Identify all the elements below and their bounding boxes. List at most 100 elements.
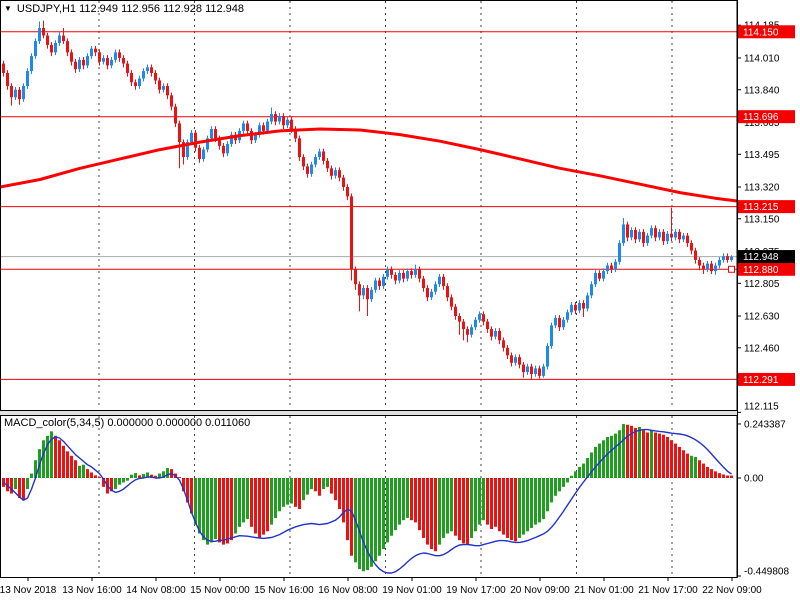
time-axis-label: 22 Nov 09:00 xyxy=(702,585,762,596)
macd-bar xyxy=(406,478,409,518)
candle-body xyxy=(354,269,357,285)
price-tick-label: 112.630 xyxy=(744,312,780,323)
macd-bar xyxy=(618,430,621,478)
macd-bar xyxy=(178,477,181,479)
candle-body xyxy=(350,196,353,270)
candle-body xyxy=(98,52,101,62)
candle-body xyxy=(38,28,41,42)
time-axis-label: 13 Nov 2018 xyxy=(0,585,57,596)
candle-body xyxy=(538,368,541,376)
macd-bar xyxy=(74,460,77,478)
macd-bar xyxy=(602,440,605,478)
level-badge[interactable] xyxy=(738,200,795,214)
candle-body xyxy=(102,57,105,62)
macd-bar xyxy=(466,478,469,545)
candle-body xyxy=(522,364,525,373)
candle-body xyxy=(546,345,549,367)
symbol-ohlc-label: ▼ USDJPY,H1 112.949 112.956 112.928 112.9… xyxy=(4,3,244,15)
candle-body xyxy=(614,261,617,270)
macd-bar xyxy=(434,478,437,552)
macd-bar xyxy=(570,475,573,478)
time-axis-label: 15 Nov 16:00 xyxy=(254,585,314,596)
price-tick-label: 112.805 xyxy=(744,279,780,290)
macd-bar xyxy=(710,469,713,478)
macd-bar xyxy=(210,478,213,543)
candle-body xyxy=(686,235,689,244)
candle-body xyxy=(18,89,21,100)
candle-body xyxy=(410,271,413,275)
macd-bar xyxy=(18,478,21,498)
candle-body xyxy=(722,256,725,260)
price-badges[interactable]: 114.150 113.696 113.215 112.880 112.291 112.9… xyxy=(728,25,796,386)
macd-bar xyxy=(510,478,513,541)
candle-body xyxy=(266,121,269,131)
candle-body xyxy=(446,286,449,298)
macd-bar xyxy=(226,478,229,544)
candle-body xyxy=(302,157,305,167)
candle-body xyxy=(62,35,65,42)
macd-bar xyxy=(350,478,353,556)
macd-bar xyxy=(714,471,717,478)
macd-bar xyxy=(402,478,405,521)
candle-body xyxy=(418,269,421,279)
macd-bar xyxy=(6,478,9,492)
candle-body xyxy=(366,287,369,300)
candle-body xyxy=(338,170,341,178)
macd-bar xyxy=(270,478,273,525)
macd-bar xyxy=(54,435,57,478)
candle-body xyxy=(526,366,529,373)
level-badge[interactable] xyxy=(738,25,795,39)
candle-body xyxy=(310,164,313,174)
panel-separator[interactable] xyxy=(0,411,737,415)
candle-body xyxy=(694,250,697,260)
current-price-badge-text: 112.948 xyxy=(743,252,779,263)
macd-bar xyxy=(238,478,241,527)
price-tick-label: 114.010 xyxy=(744,53,780,64)
candle-body xyxy=(438,276,441,285)
candle-body xyxy=(674,231,677,238)
level-badge[interactable] xyxy=(738,372,795,386)
candle-body xyxy=(86,56,89,66)
macd-bar xyxy=(562,478,565,487)
candle-body xyxy=(582,302,585,309)
macd-histogram xyxy=(2,424,733,572)
macd-bar xyxy=(286,478,289,505)
candle-body xyxy=(210,129,213,139)
macd-bar xyxy=(154,475,157,478)
candle-body xyxy=(162,86,165,90)
macd-bar xyxy=(46,435,49,478)
macd-bar xyxy=(326,478,329,487)
level-badge[interactable] xyxy=(738,110,795,124)
level-badge-text: 112.880 xyxy=(743,265,779,276)
candle-body xyxy=(74,61,77,70)
candle-body xyxy=(618,243,621,262)
level-drag-handle[interactable] xyxy=(728,265,735,273)
price-tick-label: 113.150 xyxy=(744,214,780,225)
macd-bar xyxy=(514,478,517,542)
candle-body xyxy=(330,168,333,176)
macd-bar xyxy=(94,475,97,478)
candle-body xyxy=(394,274,397,281)
candle-body xyxy=(194,132,197,148)
candle-body xyxy=(534,368,537,374)
macd-bar xyxy=(138,475,141,478)
macd-bar xyxy=(526,478,529,532)
macd-bar xyxy=(718,473,721,478)
candle-body xyxy=(486,321,489,330)
macd-bar xyxy=(414,478,417,523)
macd-bar xyxy=(162,471,165,478)
macd-bar xyxy=(222,478,225,545)
level-badge[interactable] xyxy=(738,262,795,276)
macd-bar xyxy=(658,433,661,478)
macd-bar xyxy=(262,478,265,535)
macd-bar xyxy=(362,478,365,572)
macd-bar xyxy=(582,463,585,478)
candle-body xyxy=(294,129,297,139)
candle-body xyxy=(362,287,365,296)
candle-body xyxy=(142,71,145,79)
time-axis[interactable]: 13 Nov 2018 13 Nov 16:00 14 Nov 08:00 15 No… xyxy=(0,578,762,596)
macd-bar xyxy=(650,430,653,478)
macd-bar xyxy=(474,478,477,532)
macd-bar xyxy=(450,478,453,532)
